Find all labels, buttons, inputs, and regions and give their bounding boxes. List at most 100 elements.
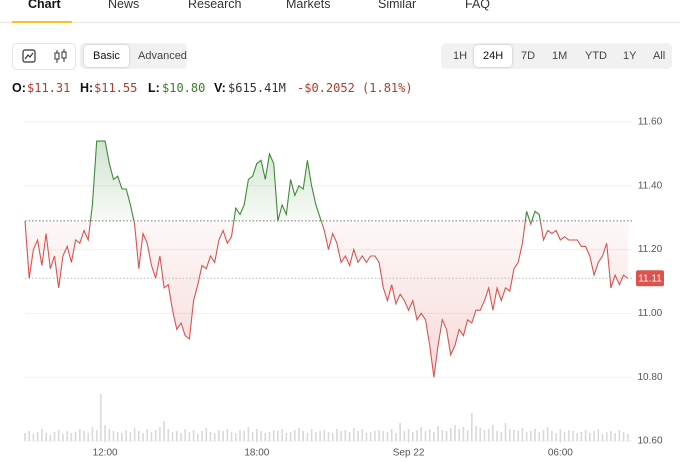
volume-bar bbox=[108, 429, 111, 441]
range-button[interactable]: 1Y bbox=[623, 50, 637, 62]
volume-bar bbox=[626, 434, 629, 441]
tab[interactable]: Similar bbox=[378, 0, 417, 11]
tab[interactable]: Chart bbox=[28, 0, 61, 11]
price-area bbox=[25, 141, 628, 378]
volume-bar bbox=[121, 433, 123, 441]
volume-bar bbox=[534, 429, 536, 441]
x-tick-label: 12:00 bbox=[93, 448, 118, 459]
volume-bar bbox=[567, 430, 570, 441]
volume-bar bbox=[104, 425, 106, 441]
volume-bar bbox=[352, 428, 355, 441]
volume-bar bbox=[605, 432, 608, 441]
volume-bar bbox=[256, 429, 258, 441]
volume-bar bbox=[36, 432, 39, 441]
volume-bar bbox=[53, 432, 56, 441]
line-icon[interactable] bbox=[22, 49, 36, 63]
volume-bar bbox=[589, 433, 591, 441]
y-tick-label: 11.20 bbox=[638, 244, 663, 255]
range-button[interactable]: 24H bbox=[474, 45, 513, 67]
volume-bar bbox=[243, 431, 245, 441]
volume-bar bbox=[555, 433, 557, 441]
volume-bar bbox=[209, 432, 212, 441]
x-tick-label: 18:00 bbox=[244, 448, 269, 459]
last-price-box bbox=[636, 270, 664, 287]
volume-bar bbox=[441, 430, 444, 441]
tab[interactable]: FAQ bbox=[465, 0, 491, 11]
range-button[interactable]: 1M bbox=[552, 50, 568, 62]
last-price-label: 11.11 bbox=[638, 273, 662, 284]
volume-bar bbox=[319, 431, 321, 441]
volume-bar bbox=[572, 431, 574, 441]
volume-bar bbox=[310, 429, 313, 441]
range-button[interactable]: YTD bbox=[585, 50, 607, 62]
volume-bar bbox=[614, 433, 616, 441]
volume-bar bbox=[70, 433, 73, 441]
volume-bar bbox=[91, 427, 94, 441]
volume-bar bbox=[466, 430, 469, 441]
volume-bar bbox=[462, 427, 465, 441]
volume-bar bbox=[563, 432, 566, 441]
volume-bar bbox=[28, 431, 31, 441]
range-button[interactable]: 1H bbox=[453, 50, 468, 62]
volume-bar bbox=[445, 431, 448, 441]
volume-bar bbox=[175, 431, 178, 441]
volume-bar bbox=[369, 432, 372, 441]
ohlc-label: O: bbox=[12, 81, 26, 95]
volume-bar bbox=[218, 430, 220, 441]
volume-bar bbox=[264, 433, 267, 441]
volume-bar bbox=[576, 433, 579, 441]
volume-bar bbox=[433, 432, 435, 441]
ohlc-value: $11.31 bbox=[27, 81, 71, 95]
volume-bar bbox=[45, 433, 47, 441]
volume-bar bbox=[618, 430, 621, 441]
volume-bar bbox=[201, 431, 203, 441]
volume-bar bbox=[500, 432, 503, 441]
volume-bar bbox=[133, 428, 136, 441]
volume-bar bbox=[226, 429, 229, 441]
volume-bar bbox=[171, 432, 174, 441]
range-button[interactable]: 7D bbox=[521, 50, 536, 62]
chart-style-icons bbox=[22, 49, 67, 63]
volume-bar bbox=[517, 431, 519, 441]
volume-bar bbox=[546, 427, 549, 441]
volume-bar bbox=[416, 430, 418, 441]
volume-bar bbox=[260, 431, 262, 441]
price-line bbox=[24, 140, 629, 378]
volume-bar bbox=[205, 428, 208, 441]
volume-bar bbox=[458, 429, 460, 441]
y-tick-label: 11.00 bbox=[638, 308, 663, 319]
volume-bar bbox=[538, 432, 541, 441]
ohlc-value: $10.80 bbox=[162, 81, 206, 95]
x-tick-label: Sep 22 bbox=[393, 448, 425, 459]
tab[interactable]: Markets bbox=[286, 0, 331, 11]
volume-bar bbox=[508, 429, 511, 441]
volume-bar bbox=[593, 431, 595, 441]
volume-bar bbox=[424, 431, 427, 441]
volume-bar bbox=[154, 430, 157, 441]
active-tab-underline bbox=[12, 21, 72, 23]
volume-bar bbox=[622, 432, 625, 441]
volume-bar bbox=[247, 427, 250, 441]
tab[interactable]: Research bbox=[188, 0, 242, 11]
volume-bar bbox=[428, 429, 431, 441]
volume-bar bbox=[66, 431, 68, 441]
mode-button[interactable]: Basic bbox=[84, 45, 129, 67]
x-tick-label: 06:00 bbox=[548, 448, 573, 459]
volume-bar bbox=[420, 427, 423, 441]
volume-bar bbox=[125, 430, 127, 441]
y-tick-label: 11.40 bbox=[638, 180, 663, 191]
tab[interactable]: News bbox=[108, 0, 140, 11]
volume-bar bbox=[230, 432, 233, 441]
volume-bar bbox=[277, 431, 279, 441]
volume-bar bbox=[323, 430, 326, 441]
volume-bar bbox=[41, 429, 43, 441]
volume-bar bbox=[167, 429, 170, 441]
volume-bar bbox=[112, 431, 115, 441]
volume-bar bbox=[559, 429, 562, 441]
volume-bar bbox=[386, 432, 389, 441]
volume-bar bbox=[348, 432, 351, 441]
range-button[interactable]: All bbox=[653, 50, 666, 62]
volume-bar bbox=[95, 430, 98, 441]
mode-button[interactable]: Advanced bbox=[138, 50, 187, 62]
